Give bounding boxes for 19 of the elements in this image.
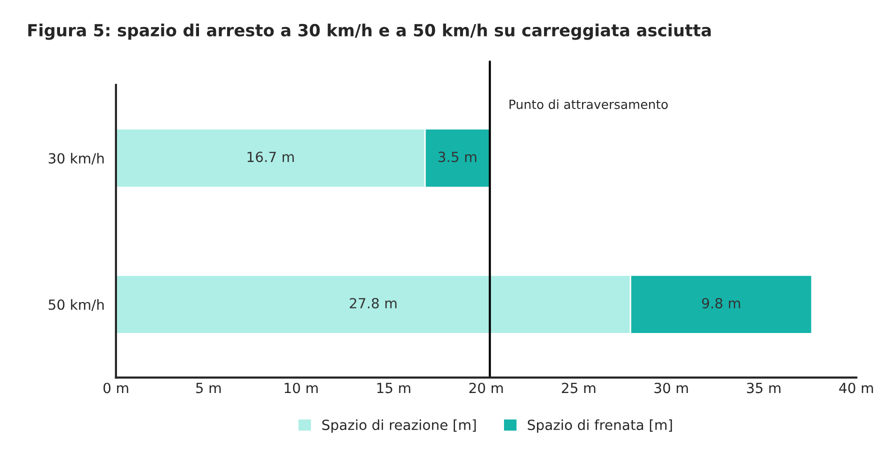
legend-label: Spazio di reazione [m]	[322, 419, 476, 433]
chart-title: Figura 5: spazio di arresto a 30 km/h e a 50 km/h su carreggiata asciutta	[28, 24, 711, 40]
data-label: 16.7 m	[248, 152, 294, 162]
x-tick-label: 5 m	[196, 382, 221, 394]
x-tick-label: 10 m	[284, 382, 318, 394]
ref-line-label: Punto di attraversamento	[510, 99, 668, 110]
x-tick-label: 30 m	[654, 382, 688, 394]
x-tick-label: 35 m	[747, 382, 780, 394]
data-label: 3.5 m	[438, 152, 476, 162]
data-label: 9.8 m	[702, 298, 740, 308]
y-tick-label: 30 km/h	[48, 152, 104, 165]
y-tick-label: 50 km/h	[48, 299, 104, 312]
x-tick-label: 0 m	[103, 382, 128, 394]
x-tick-label: 40 m	[839, 382, 873, 394]
x-tick-label: 25 m	[562, 382, 596, 394]
legend-label: Spazio di frenata [m]	[528, 419, 672, 433]
data-label: 27.8 m	[350, 298, 396, 308]
x-tick-label: 20 m	[469, 382, 503, 394]
x-tick-label: 15 m	[377, 382, 410, 394]
